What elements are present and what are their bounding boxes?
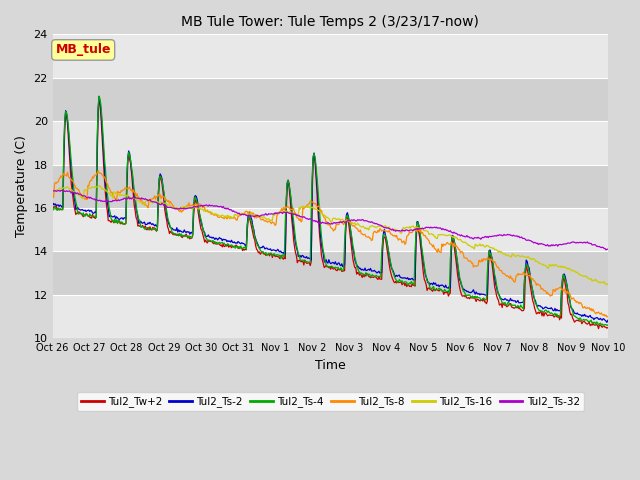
Bar (52, 121, 608, 165)
Line: Tul2_Ts-2: Tul2_Ts-2 (52, 96, 608, 323)
Tul2_Ts-2 (49, 202, 56, 208)
Tul2_Ts-16 (377, 223, 385, 229)
Tul2_Tw+2 (95, 96, 103, 102)
Bar (52, 78, 608, 121)
Tul2_Tw+2 (193, 200, 200, 205)
Tul2_Ts-8 (604, 314, 612, 320)
Tul2_Ts-16 (148, 200, 156, 206)
Tul2_Ts-2 (148, 222, 156, 228)
Tul2_Ts-4 (604, 322, 612, 328)
Tul2_Ts-2 (377, 270, 385, 276)
Tul2_Ts-4 (377, 274, 385, 280)
Tul2_Ts-2 (301, 254, 308, 260)
Text: MB_tule: MB_tule (56, 44, 111, 57)
Tul2_Ts-16 (604, 281, 612, 287)
Bar (52, 295, 608, 338)
Line: Tul2_Ts-32: Tul2_Ts-32 (52, 191, 608, 250)
Legend: Tul2_Tw+2, Tul2_Ts-2, Tul2_Ts-4, Tul2_Ts-8, Tul2_Ts-16, Tul2_Ts-32: Tul2_Tw+2, Tul2_Ts-2, Tul2_Ts-4, Tul2_Ts… (77, 392, 584, 411)
Tul2_Ts-32 (602, 247, 610, 253)
Tul2_Ts-8 (468, 260, 476, 266)
Tul2_Ts-16 (603, 282, 611, 288)
Tul2_Ts-8 (94, 168, 102, 174)
Tul2_Ts-8 (148, 196, 156, 202)
Tul2_Ts-4 (420, 263, 428, 269)
Tul2_Ts-32 (49, 188, 56, 193)
Tul2_Ts-4 (301, 258, 308, 264)
Tul2_Ts-2 (603, 320, 611, 325)
Line: Tul2_Ts-16: Tul2_Ts-16 (52, 186, 608, 285)
Tul2_Ts-32 (193, 204, 200, 210)
Bar (52, 35, 608, 78)
Tul2_Tw+2 (301, 257, 308, 263)
Line: Tul2_Ts-4: Tul2_Ts-4 (52, 96, 608, 325)
Tul2_Ts-2 (193, 193, 200, 199)
Tul2_Ts-2 (95, 93, 103, 99)
Tul2_Ts-2 (604, 317, 612, 323)
Tul2_Ts-16 (95, 183, 103, 189)
Line: Tul2_Tw+2: Tul2_Tw+2 (52, 99, 608, 329)
Tul2_Ts-8 (377, 227, 385, 232)
X-axis label: Time: Time (315, 359, 346, 372)
Tul2_Ts-8 (603, 314, 611, 320)
Tul2_Ts-32 (57, 188, 65, 193)
Tul2_Tw+2 (377, 276, 385, 282)
Tul2_Tw+2 (595, 326, 602, 332)
Tul2_Tw+2 (420, 276, 428, 282)
Tul2_Ts-32 (377, 222, 385, 228)
Tul2_Ts-32 (468, 235, 476, 240)
Tul2_Ts-8 (301, 204, 308, 210)
Tul2_Ts-16 (49, 190, 56, 195)
Tul2_Ts-4 (49, 206, 56, 212)
Tul2_Ts-16 (468, 244, 476, 250)
Tul2_Ts-16 (420, 228, 428, 234)
Tul2_Ts-4 (603, 323, 611, 328)
Tul2_Ts-4 (148, 227, 156, 232)
Line: Tul2_Ts-8: Tul2_Ts-8 (52, 171, 608, 317)
Tul2_Ts-8 (193, 201, 200, 207)
Tul2_Ts-32 (420, 225, 428, 231)
Tul2_Ts-32 (604, 246, 612, 252)
Tul2_Ts-16 (301, 204, 308, 210)
Bar (52, 208, 608, 252)
Tul2_Ts-8 (49, 193, 56, 199)
Tul2_Ts-2 (468, 289, 476, 295)
Tul2_Ts-16 (193, 205, 200, 211)
Title: MB Tule Tower: Tule Temps 2 (3/23/17-now): MB Tule Tower: Tule Temps 2 (3/23/17-now… (181, 15, 479, 29)
Tul2_Tw+2 (49, 203, 56, 209)
Bar (52, 165, 608, 208)
Tul2_Tw+2 (148, 227, 156, 233)
Tul2_Ts-32 (301, 215, 308, 220)
Tul2_Ts-8 (420, 233, 428, 239)
Tul2_Ts-4 (468, 295, 476, 301)
Tul2_Ts-4 (95, 94, 103, 99)
Tul2_Tw+2 (468, 295, 476, 300)
Tul2_Ts-32 (148, 198, 156, 204)
Y-axis label: Temperature (C): Temperature (C) (15, 135, 28, 237)
Tul2_Ts-4 (193, 197, 200, 203)
Tul2_Tw+2 (604, 324, 612, 330)
Bar (52, 252, 608, 295)
Tul2_Ts-2 (420, 265, 428, 271)
